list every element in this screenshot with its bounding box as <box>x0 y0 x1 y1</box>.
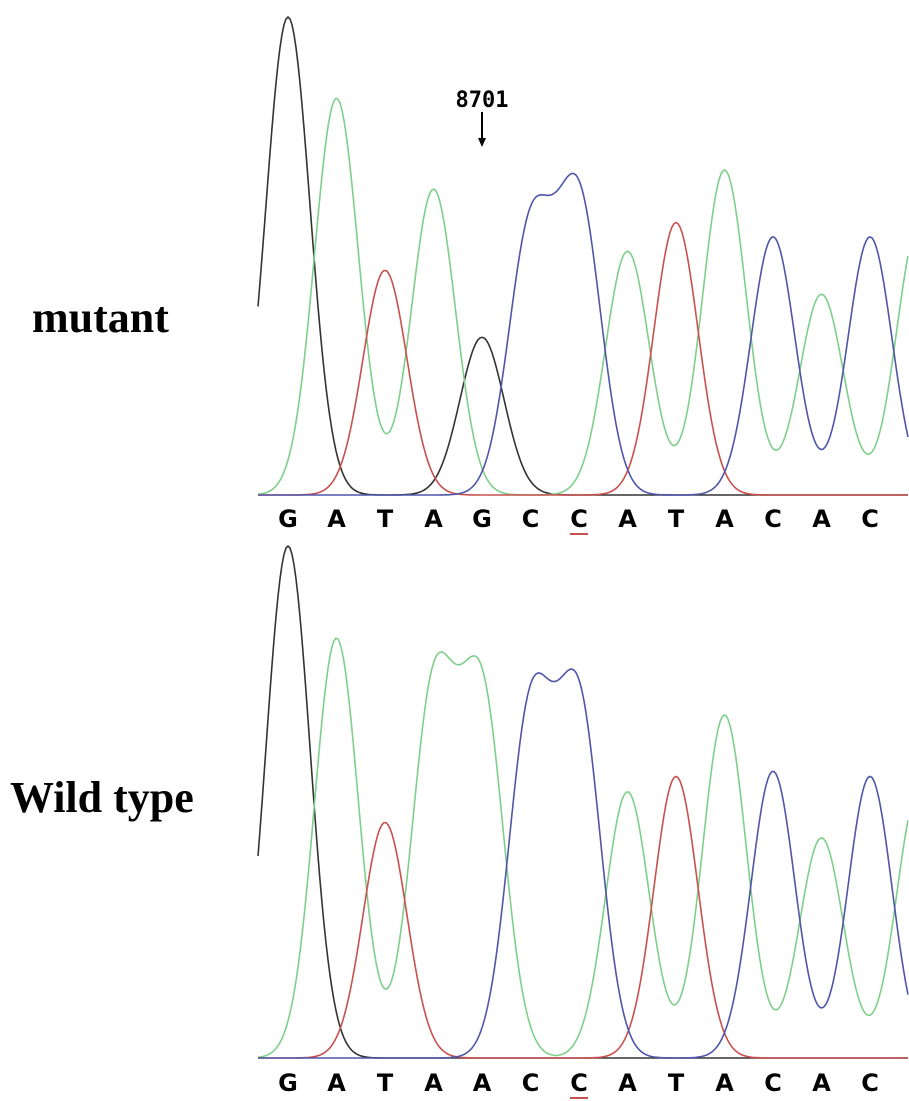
base-call-3: T <box>377 1069 394 1097</box>
trace-A-channel <box>257 637 909 1059</box>
base-call-5: A <box>473 1069 492 1097</box>
base-call-7: C <box>570 1069 588 1097</box>
base-call-10: A <box>715 1069 734 1097</box>
base-call-2: A <box>327 505 346 533</box>
position-label: 8701 <box>456 88 509 113</box>
base-call-5: G <box>472 505 492 533</box>
trace-A-channel <box>257 97 909 496</box>
base-call-9: T <box>668 505 685 533</box>
base-call-9: T <box>668 1069 685 1097</box>
base-call-3: T <box>377 505 394 533</box>
base-call-7: C <box>570 505 588 533</box>
base-call-1: G <box>278 1069 298 1097</box>
trace-C-channel <box>258 668 909 1059</box>
base-call-4: A <box>424 1069 443 1097</box>
base-call-12: A <box>812 505 831 533</box>
base-call-4: A <box>424 505 443 533</box>
base-call-1: G <box>278 505 298 533</box>
base-call-2: A <box>327 1069 346 1097</box>
base-call-13: C <box>861 505 879 533</box>
position-arrowhead <box>478 138 486 147</box>
base-call-6: C <box>522 505 540 533</box>
base-call-11: C <box>764 505 782 533</box>
trace-T-channel <box>258 775 908 1059</box>
mutant-chromatogram: G A T A G C C A T A C A C 8701 <box>257 15 909 535</box>
base-call-8: A <box>618 1069 637 1097</box>
trace-G-channel <box>257 15 908 496</box>
trace-T-channel <box>258 221 908 496</box>
mutant-label: mutant <box>32 293 169 342</box>
base-call-13: C <box>861 1069 879 1097</box>
base-call-6: C <box>522 1069 540 1097</box>
base-call-10: A <box>715 505 734 533</box>
base-call-12: A <box>812 1069 831 1097</box>
base-call-8: A <box>618 505 637 533</box>
base-call-11: C <box>764 1069 782 1097</box>
trace-C-channel <box>258 172 909 496</box>
wild-type-label: Wild type <box>10 773 194 822</box>
